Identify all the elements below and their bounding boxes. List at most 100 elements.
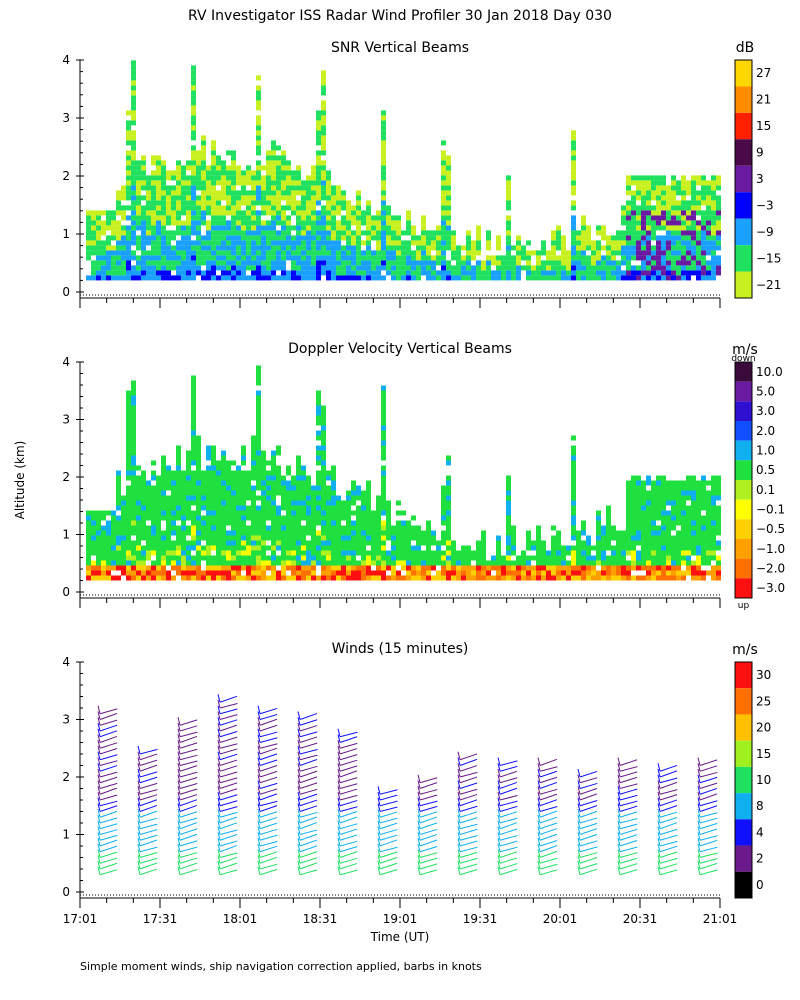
heatmap-cell bbox=[381, 260, 386, 266]
heatmap-cell bbox=[171, 245, 176, 251]
heatmap-cell bbox=[671, 505, 676, 511]
heatmap-cell bbox=[286, 200, 291, 206]
heatmap-cell bbox=[426, 560, 431, 566]
heatmap-cell bbox=[386, 575, 391, 581]
heatmap-cell bbox=[231, 155, 236, 161]
heatmap-cell bbox=[201, 525, 206, 531]
heatmap-cell bbox=[181, 205, 186, 211]
heatmap-cell bbox=[601, 245, 606, 251]
heatmap-cell bbox=[631, 485, 636, 491]
heatmap-cell bbox=[626, 560, 631, 566]
heatmap-cell bbox=[571, 525, 576, 531]
heatmap-cell bbox=[181, 245, 186, 251]
heatmap-cell bbox=[226, 535, 231, 541]
heatmap-cell bbox=[711, 545, 716, 551]
heatmap-cell bbox=[326, 255, 331, 261]
heatmap-cell bbox=[316, 150, 321, 156]
heatmap-cell bbox=[101, 260, 106, 266]
heatmap-cell bbox=[581, 525, 586, 531]
heatmap-cell bbox=[416, 260, 421, 266]
heatmap-cell bbox=[251, 210, 256, 216]
heatmap-cell bbox=[316, 210, 321, 216]
heatmap-cell bbox=[401, 250, 406, 256]
heatmap-cell bbox=[276, 465, 281, 471]
heatmap-cell bbox=[386, 230, 391, 236]
heatmap-cell bbox=[626, 565, 631, 571]
heatmap-cell bbox=[336, 275, 341, 281]
wind-barb bbox=[299, 776, 318, 784]
heatmap-cell bbox=[431, 275, 436, 281]
heatmap-cell bbox=[261, 470, 266, 476]
heatmap-cell bbox=[141, 575, 146, 581]
heatmap-cell bbox=[506, 240, 511, 246]
heatmap-cell bbox=[671, 195, 676, 201]
heatmap-cell bbox=[391, 255, 396, 261]
heatmap-cell bbox=[256, 575, 261, 581]
heatmap-cell bbox=[371, 535, 376, 541]
heatmap-cell bbox=[171, 560, 176, 566]
heatmap-cell bbox=[221, 480, 226, 486]
heatmap-cell bbox=[696, 540, 701, 546]
heatmap-cell bbox=[331, 230, 336, 236]
heatmap-cell bbox=[136, 575, 141, 581]
heatmap-cell bbox=[331, 575, 336, 581]
heatmap-cell bbox=[201, 570, 206, 576]
heatmap-cell bbox=[291, 550, 296, 556]
heatmap-cell bbox=[646, 510, 651, 516]
heatmap-cell bbox=[616, 270, 621, 276]
heatmap-cell bbox=[636, 495, 641, 501]
wind-barb-flag bbox=[137, 843, 141, 852]
heatmap-cell bbox=[326, 500, 331, 506]
heatmap-cell bbox=[101, 570, 106, 576]
wind-barb-flag bbox=[137, 797, 141, 806]
heatmap-cell bbox=[111, 215, 116, 221]
heatmap-cell bbox=[256, 105, 261, 111]
heatmap-cell bbox=[276, 575, 281, 581]
heatmap-cell bbox=[246, 240, 251, 246]
heatmap-cell bbox=[256, 565, 261, 571]
heatmap-cell bbox=[506, 220, 511, 226]
heatmap-cell bbox=[276, 505, 281, 511]
heatmap-cell bbox=[356, 200, 361, 206]
heatmap-cell bbox=[661, 530, 666, 536]
heatmap-cell bbox=[561, 560, 566, 566]
heatmap-cell bbox=[581, 245, 586, 251]
heatmap-cell bbox=[211, 190, 216, 196]
wind-barb-flag bbox=[257, 786, 261, 795]
heatmap-cell bbox=[456, 255, 461, 261]
heatmap-cell bbox=[286, 220, 291, 226]
wind-barb bbox=[139, 839, 158, 847]
heatmap-cell bbox=[386, 565, 391, 571]
heatmap-cell bbox=[151, 535, 156, 541]
wind-barb bbox=[419, 782, 438, 789]
heatmap-cell bbox=[616, 240, 621, 246]
heatmap-cell bbox=[476, 235, 481, 241]
heatmap-cell bbox=[701, 550, 706, 556]
heatmap-cell bbox=[361, 215, 366, 221]
heatmap-cell bbox=[156, 510, 161, 516]
heatmap-cell bbox=[211, 155, 216, 161]
heatmap-cell bbox=[331, 275, 336, 281]
heatmap-cell bbox=[441, 275, 446, 281]
heatmap-cell bbox=[701, 500, 706, 506]
heatmap-cell bbox=[656, 510, 661, 516]
heatmap-cell bbox=[341, 500, 346, 506]
heatmap-cell bbox=[246, 200, 251, 206]
heatmap-cell bbox=[316, 445, 321, 451]
wind-barb bbox=[259, 840, 278, 847]
heatmap-cell bbox=[206, 270, 211, 276]
heatmap-cell bbox=[371, 570, 376, 576]
wind-barb bbox=[379, 806, 398, 812]
heatmap-cell bbox=[381, 110, 386, 116]
wind-barb-flag bbox=[97, 849, 101, 858]
heatmap-cell bbox=[306, 540, 311, 546]
heatmap-cell bbox=[651, 205, 656, 211]
heatmap-cell bbox=[346, 540, 351, 546]
wind-barb-flag bbox=[337, 734, 341, 743]
heatmap-cell bbox=[296, 205, 301, 211]
heatmap-cell bbox=[191, 100, 196, 106]
heatmap-cell bbox=[641, 560, 646, 566]
heatmap-cell bbox=[641, 235, 646, 241]
heatmap-cell bbox=[571, 555, 576, 561]
heatmap-cell bbox=[541, 560, 546, 566]
